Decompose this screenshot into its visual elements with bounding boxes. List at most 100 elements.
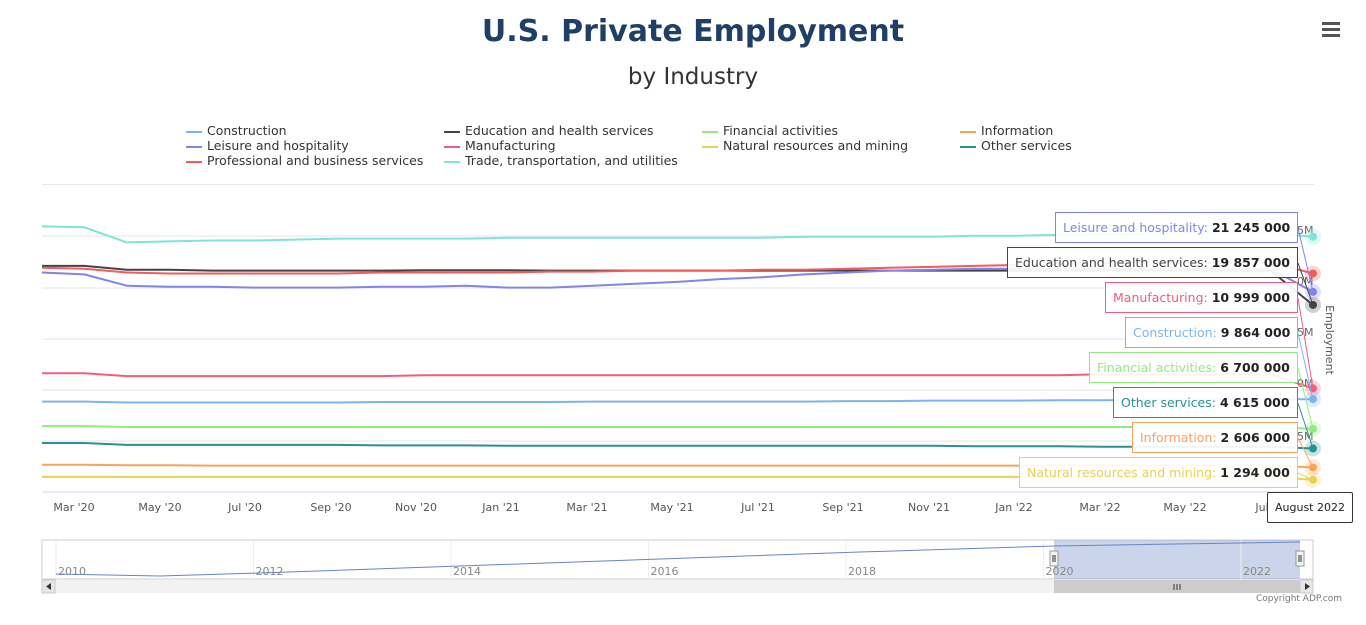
hover-halo: [1305, 296, 1321, 313]
navigator-series: [55, 541, 1301, 577]
legend-label: Financial activities: [723, 123, 839, 138]
series-line-financial-activities: [42, 425, 1314, 430]
hover-halo: [1305, 459, 1321, 476]
legend-label: Information: [981, 123, 1054, 138]
hamburger-menu-icon[interactable]: [1322, 22, 1340, 37]
legend-swatch: [444, 160, 460, 163]
y-tick-label: 5M: [1297, 430, 1314, 443]
hover-halo: [1305, 440, 1321, 457]
scrollbar-track: [42, 580, 1313, 593]
x-tick-label: Jan '22: [994, 501, 1032, 514]
tooltip-construction: Construction: 9 864 000: [1125, 317, 1299, 348]
tooltip-connector: [1297, 437, 1314, 468]
x-tick-label: Jan '21: [481, 501, 519, 514]
tooltip-connector: [1297, 297, 1314, 389]
copyright[interactable]: Copyright ADP.com: [1255, 594, 1342, 604]
navigator-handle-right[interactable]: [1295, 550, 1305, 567]
tooltip-connector: [1297, 227, 1314, 293]
navigator-handle-left[interactable]: [1049, 550, 1059, 567]
legend-swatch: [186, 130, 202, 133]
x-tick-label: Mar '22: [1079, 501, 1120, 514]
legend-swatch: [960, 130, 976, 133]
hover-point-natural-resources-and-mining: [1309, 475, 1317, 484]
legend-item-natural-resources-and-mining[interactable]: Natural resources and mining: [702, 138, 908, 153]
legend-item-education-and-health-services[interactable]: Education and health services: [444, 123, 654, 138]
chart-subtitle: by Industry: [627, 64, 759, 90]
x-tick-label: Mar '20: [53, 501, 94, 514]
legend-item-leisure-and-hospitality[interactable]: Leisure and hospitality: [186, 138, 349, 153]
tooltip-value: 21 245 000: [1211, 220, 1291, 235]
x-tick-label: Sep '21: [822, 501, 863, 514]
hover-halo: [1305, 283, 1321, 300]
navigator-year-label: 2020: [1046, 565, 1074, 578]
navigator-year-label: 2012: [256, 565, 284, 578]
tooltip-series-name: Education and health services:: [1015, 255, 1212, 270]
legend-label: Education and health services: [465, 123, 654, 138]
tooltip-value: 10 999 000: [1211, 290, 1290, 305]
legend-swatch: [960, 145, 976, 148]
legend-item-information[interactable]: Information: [960, 123, 1053, 138]
legend-item-trade-transportation-and-utilities[interactable]: Trade, transportation, and utilities: [444, 153, 678, 168]
hover-halo: [1305, 391, 1321, 408]
tooltip-series-name: Financial activities:: [1097, 360, 1221, 375]
tooltip-natural-resources-and-mining: Natural resources and mining: 1 294 000: [1019, 457, 1298, 488]
hover-halo: [1305, 265, 1321, 282]
x-tick-label: Jul '20: [227, 501, 262, 514]
tooltip-other-services: Other services: 4 615 000: [1113, 387, 1298, 418]
navigator-year-label: 2016: [651, 565, 679, 578]
legend-label: Leisure and hospitality: [207, 138, 349, 153]
tooltip-connector: [1297, 472, 1314, 481]
legend-item-financial-activities[interactable]: Financial activities: [702, 123, 838, 138]
legend-item-other-services[interactable]: Other services: [960, 138, 1072, 153]
tooltip-value: 2 606 000: [1220, 430, 1291, 445]
hover-halo: [1305, 228, 1321, 245]
hover-point-leisure-and-hospitality: [1309, 287, 1317, 296]
legend-item-construction[interactable]: Construction: [186, 123, 287, 138]
tooltip-series-name: Construction:: [1133, 325, 1221, 340]
hover-point-information: [1309, 463, 1317, 472]
tooltip-financial-activities: Financial activities: 6 700 000: [1089, 352, 1298, 383]
hover-point-other-services: [1309, 444, 1317, 453]
tooltip-connector: [1297, 332, 1314, 400]
scroll-left-arrow-icon: [46, 583, 51, 590]
y-tick-label: 5M: [1297, 326, 1314, 339]
tooltip-connector: [1297, 262, 1314, 306]
tooltip-series-name: Leisure and hospitality:: [1063, 220, 1212, 235]
tooltip-value: 6 700 000: [1220, 360, 1290, 375]
scrollbar-grip: [1173, 584, 1181, 590]
legend-item-professional-and-business-services[interactable]: Professional and business services: [186, 153, 423, 168]
legend-swatch: [444, 130, 460, 133]
scroll-right-arrow-icon: [1305, 583, 1310, 590]
hover-point-construction: [1309, 395, 1317, 404]
legend-swatch: [186, 145, 202, 148]
tooltip-education-and-health-services: Education and health services: 19 857 00…: [1007, 247, 1299, 278]
hover-date-label: August 2022: [1267, 492, 1353, 523]
navigator-frame: [41, 539, 1314, 580]
tooltip-series-name: Natural resources and mining:: [1027, 465, 1221, 480]
x-tick-label: May '22: [1163, 501, 1206, 514]
y-tick-label: 0M: [1297, 377, 1314, 390]
x-tick-label: Sep '20: [310, 501, 351, 514]
tooltip-leisure-and-hospitality: Leisure and hospitality: 21 245 000: [1055, 212, 1299, 243]
legend-swatch: [702, 145, 718, 148]
navigator-year-label: 2014: [453, 565, 481, 578]
legend-label: Trade, transportation, and utilities: [465, 153, 678, 168]
series-line-other-services: [42, 442, 1314, 450]
scrollbar-left-button[interactable]: [41, 579, 56, 594]
tooltip-series-name: Other services:: [1121, 395, 1220, 410]
x-tick-label: Nov '21: [908, 501, 950, 514]
tooltip-information: Information: 2 606 000: [1132, 422, 1299, 453]
x-tick-label: Mar '21: [566, 501, 607, 514]
legend-item-manufacturing[interactable]: Manufacturing: [444, 138, 556, 153]
x-tick-label: Jul '21: [740, 501, 775, 514]
navigator-year-label: 2018: [848, 565, 876, 578]
scrollbar-thumb[interactable]: [1054, 580, 1300, 593]
legend-label: Manufacturing: [465, 138, 556, 153]
hover-point-financial-activities: [1309, 424, 1317, 433]
tooltip-value: 1 294 000: [1220, 465, 1290, 480]
y-axis-title: Employment: [1323, 305, 1336, 375]
tooltip-value: 19 857 000: [1211, 255, 1291, 270]
navigator-year-label: 2022: [1243, 565, 1271, 578]
scrollbar-right-button[interactable]: [1299, 579, 1314, 594]
hover-halo: [1305, 380, 1321, 397]
